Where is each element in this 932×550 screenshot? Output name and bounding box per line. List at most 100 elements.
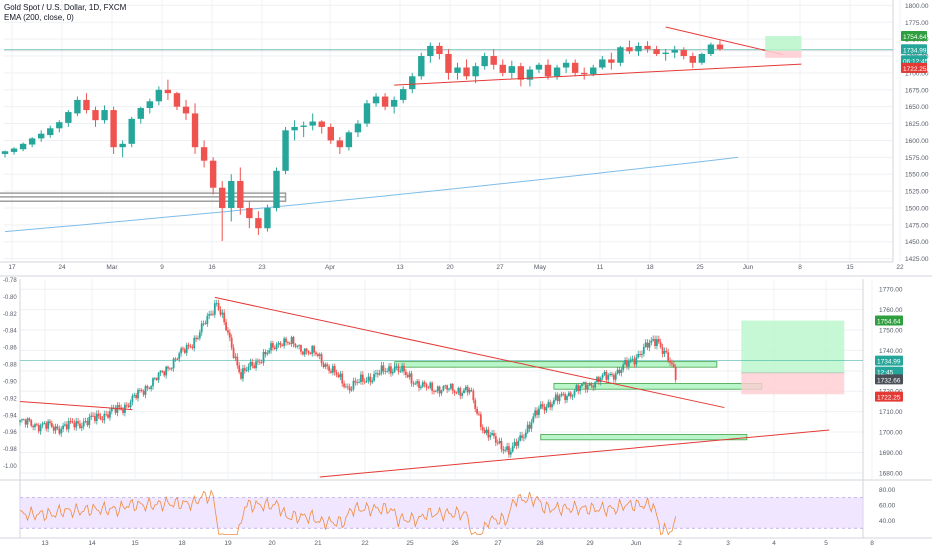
left-axis-label: -1.00 <box>3 464 17 470</box>
left-axis-label: -0.94 <box>3 413 17 419</box>
candle-body <box>47 421 49 429</box>
candle-body <box>331 366 334 373</box>
candle-body <box>567 392 570 397</box>
candle-body <box>414 383 417 385</box>
candle-body <box>390 99 398 107</box>
candle-body <box>483 430 486 433</box>
candle-body <box>129 401 132 408</box>
candle-body <box>453 390 456 393</box>
candle-body <box>530 422 533 429</box>
candle-body <box>421 382 424 387</box>
y-tick-label: 1525.00 <box>905 189 929 196</box>
candle-body <box>539 404 542 409</box>
candle-body <box>101 419 104 421</box>
left-axis-label: -0.98 <box>3 447 17 453</box>
candle-body <box>90 415 93 418</box>
candle-body <box>541 404 544 407</box>
candle-body <box>494 436 497 443</box>
candle-body <box>511 445 514 452</box>
candle-body <box>257 361 259 363</box>
y-tick-label: 1575.00 <box>905 155 929 162</box>
candle-body <box>622 364 625 370</box>
x-tick-label: 8 <box>870 540 874 547</box>
candle-body <box>155 378 158 380</box>
candle-body <box>232 347 235 358</box>
candle-body <box>515 442 518 446</box>
candle-body <box>144 386 147 395</box>
candle-body <box>566 396 568 401</box>
candle-body <box>573 390 576 396</box>
x-tick-label: 17 <box>8 264 16 271</box>
candle-body <box>212 313 214 315</box>
candle-body <box>303 348 306 355</box>
candle-body <box>71 421 74 423</box>
x-tick-label: 25 <box>406 540 414 547</box>
candle-body <box>200 323 203 333</box>
candle-body <box>639 354 641 355</box>
candle-body <box>376 373 379 375</box>
x-tick-label: 28 <box>536 540 544 547</box>
candle-body <box>448 388 450 390</box>
y-tick-label: 1800.00 <box>905 3 929 10</box>
candle-body <box>225 322 227 331</box>
candle-body <box>118 405 121 408</box>
candle-body <box>605 371 608 380</box>
indicator-label: EMA (200, close, 0) <box>4 13 74 22</box>
candle-body <box>135 395 138 399</box>
candle-body <box>187 344 190 347</box>
candle-body <box>388 366 390 372</box>
x-tick-label: 2 <box>678 540 682 547</box>
candle-body <box>125 404 128 406</box>
candle-body <box>369 376 372 383</box>
candle-body <box>49 421 51 424</box>
candle-body <box>457 388 460 393</box>
price-tag-entry: 1732.66 <box>877 377 901 384</box>
candle-body <box>650 340 653 343</box>
candle-body <box>292 337 295 345</box>
x-tick-label: 18 <box>178 540 186 547</box>
candle-body <box>671 362 673 365</box>
candle-body <box>318 354 321 356</box>
candle-body <box>617 47 624 63</box>
y-tick-label: 1750.00 <box>879 328 903 335</box>
candle-body <box>37 424 40 432</box>
trendline <box>19 400 133 411</box>
candle-body <box>19 143 27 150</box>
candle-body <box>532 416 535 423</box>
candle-body <box>350 389 353 391</box>
candle-body <box>391 371 394 374</box>
price-tag-stop-bg <box>901 62 927 73</box>
candle-body <box>365 380 368 382</box>
candle-body <box>157 372 160 380</box>
candle-body <box>627 361 630 367</box>
candle-body <box>103 413 106 421</box>
candle-body <box>228 332 231 338</box>
price-tag-target: 1754.64 <box>877 319 901 326</box>
candle-body <box>416 381 419 384</box>
y-tick-label: 1690.00 <box>879 450 903 457</box>
x-tick-label: 27 <box>496 264 504 271</box>
candle-body <box>315 352 317 355</box>
candle-body <box>485 429 488 433</box>
candle-body <box>463 67 470 77</box>
candle-body <box>445 54 452 73</box>
candle-body <box>592 385 595 388</box>
rsi-line <box>19 489 677 536</box>
candle-body <box>644 342 647 347</box>
candle-body <box>148 388 151 389</box>
candle-body <box>60 429 63 434</box>
candle-body <box>581 383 583 386</box>
candle-body <box>648 342 651 348</box>
candle-body <box>258 361 261 363</box>
candle-body <box>137 389 139 399</box>
candle-body <box>128 118 135 144</box>
candle-body <box>30 420 33 426</box>
candle-body <box>584 382 587 390</box>
price-tag-stop-bg <box>875 391 903 402</box>
candle-body <box>489 435 492 438</box>
price-tag-last: 1734.99 <box>877 359 901 366</box>
candle-body <box>58 428 61 434</box>
price-tag-last-bg <box>875 355 903 366</box>
left-axis-label: -0.86 <box>3 346 17 352</box>
